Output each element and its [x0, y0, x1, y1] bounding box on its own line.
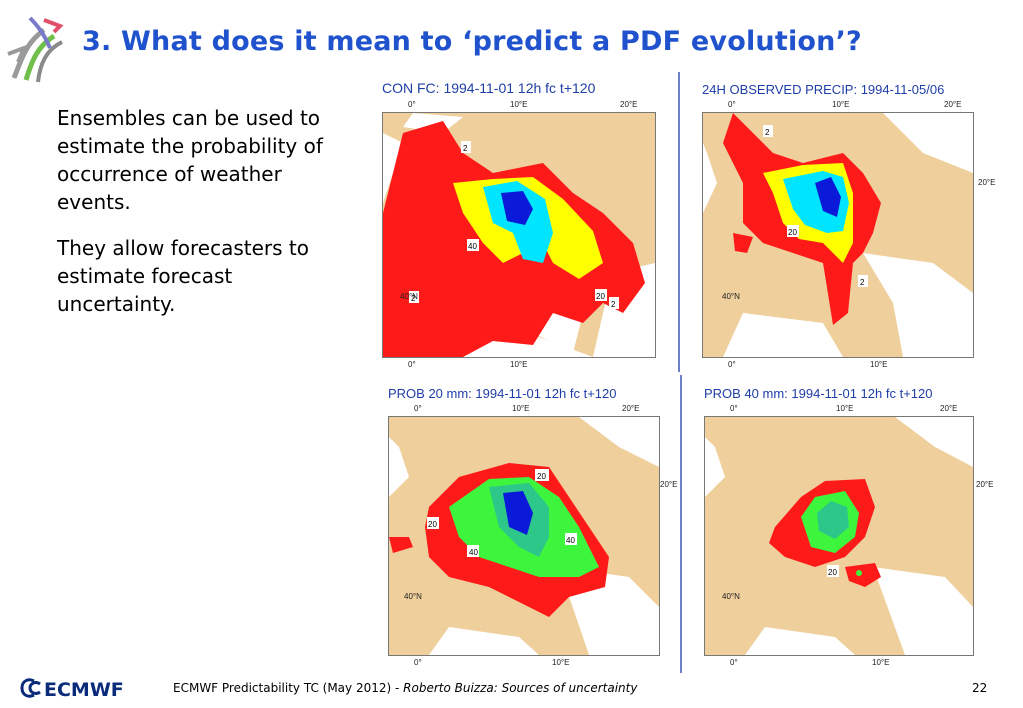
panel-title: PROB 40 mm: 1994-11-01 12h fc t+120 — [704, 386, 933, 401]
panel-observed-precip: 24H OBSERVED PRECIP: 1994-11-05/06 0° 10… — [700, 82, 1005, 375]
footer-text: ECMWF Predictability TC (May 2012) - Rob… — [173, 681, 637, 695]
lon-label-10e: 10°E — [836, 404, 854, 413]
probability-map: 20 — [704, 416, 974, 656]
contour-label: 20 — [596, 292, 605, 301]
paragraph-ensembles: Ensembles can be used to estimate the pr… — [57, 106, 323, 214]
lon-label-0-bottom: 0° — [730, 658, 738, 667]
lon-label-0: 0° — [408, 100, 416, 109]
panel-title: PROB 20 mm: 1994-11-01 12h fc t+120 — [388, 386, 617, 401]
precip-map: 2 20 2 — [702, 112, 974, 358]
footer-italic: Roberto Buizza: Sources of uncertainty — [403, 681, 638, 695]
lon-label-20e: 20°E — [622, 404, 640, 413]
contour-label: 20 — [828, 568, 837, 577]
body-text: Ensembles can be used to estimate the pr… — [57, 104, 337, 336]
footer-prefix: ECMWF Predictability TC (May 2012) - — [173, 681, 404, 695]
contour-label: 40 — [468, 242, 477, 251]
lon-label-10e-bottom: 10°E — [552, 658, 570, 667]
lon-label-0: 0° — [728, 100, 736, 109]
lon-label-20e-right: 20°E — [976, 480, 994, 489]
panel-control-forecast: CON FC: 1994-11-01 12h fc t+120 0° 10°E … — [380, 80, 660, 375]
lon-label-0-bottom: 0° — [728, 360, 736, 369]
paragraph-forecasters: They allow forecasters to estimate forec… — [57, 236, 309, 316]
lon-label-10e: 10°E — [512, 404, 530, 413]
lon-label-0-bottom: 0° — [414, 658, 422, 667]
vertical-divider-top — [678, 72, 680, 372]
lat-label-40n: 40°N — [722, 292, 740, 301]
lon-label-10e-bottom: 10°E — [870, 360, 888, 369]
contour-label: 20 — [428, 520, 437, 529]
lon-label-10e: 10°E — [510, 100, 528, 109]
lon-label-10e-bottom: 10°E — [510, 360, 528, 369]
lon-label-20e-right: 20°E — [660, 480, 678, 489]
panel-prob-20mm: PROB 20 mm: 1994-11-01 12h fc t+120 0° 1… — [386, 386, 681, 676]
lon-label-20e: 20°E — [620, 100, 638, 109]
vertical-divider-bottom — [680, 375, 682, 673]
lon-label-20e: 20°E — [944, 100, 962, 109]
contour-label: 20 — [537, 472, 546, 481]
contour-label: 2 — [463, 144, 468, 153]
lon-label-10e-bottom: 10°E — [872, 658, 890, 667]
precip-map: 2 40 2 20 2 — [382, 112, 656, 358]
lon-label-0: 0° — [414, 404, 422, 413]
contour-label: 40 — [469, 548, 478, 557]
lon-label-0-bottom: 0° — [408, 360, 416, 369]
panel-title: CON FC: 1994-11-01 12h fc t+120 — [382, 80, 596, 96]
page-number: 22 — [972, 681, 988, 695]
lon-label-0: 0° — [730, 404, 738, 413]
contour-label: 2 — [611, 300, 616, 309]
contour-label: 20 — [788, 228, 797, 237]
lon-label-20e: 20°E — [940, 404, 958, 413]
lon-label-20e-right: 20°E — [978, 178, 996, 187]
panel-title: 24H OBSERVED PRECIP: 1994-11-05/06 — [702, 82, 945, 97]
ecmwf-emblem-icon — [7, 16, 64, 83]
contour-label: 2 — [411, 294, 416, 303]
lat-label-40n: 40°N — [722, 592, 740, 601]
lat-label-40n: 40°N — [404, 592, 422, 601]
panel-prob-40mm: PROB 40 mm: 1994-11-01 12h fc t+120 0° 1… — [700, 386, 1005, 676]
contour-label: 2 — [765, 128, 770, 137]
probability-map: 20 20 40 40 — [388, 416, 660, 656]
ecmwf-logo-icon: ECMWF — [20, 678, 124, 700]
contour-label: 2 — [860, 278, 865, 287]
lat-label-40n: 40°N — [400, 292, 418, 301]
slide-title: 3. What does it mean to ‘predict a PDF e… — [82, 26, 862, 57]
logo-text: ECMWF — [44, 679, 124, 700]
contour-label: 40 — [566, 536, 575, 545]
lon-label-10e: 10°E — [832, 100, 850, 109]
